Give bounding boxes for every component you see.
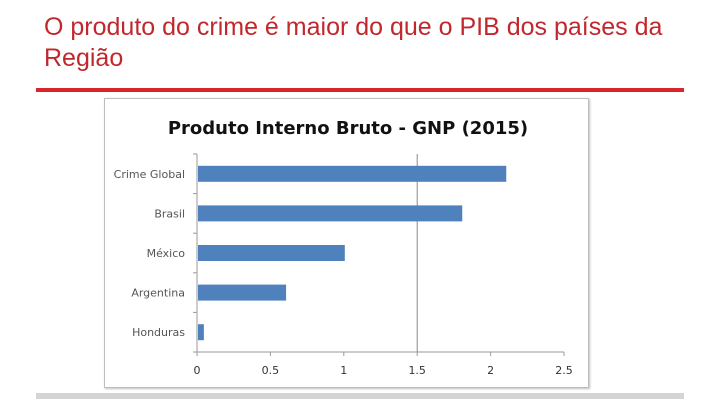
category-label: México [147,247,186,260]
category-label: Argentina [131,287,185,300]
chart-title: Produto Interno Bruto - GNP (2015) [168,118,528,139]
bar-brasil [198,205,463,222]
bar-argentina [198,284,287,301]
bar-honduras [198,324,204,341]
plot-area: Crime Global Brasil México Argentina Hondura… [114,153,573,377]
x-tick-label: 0 [194,364,201,377]
x-tick-label: 1 [340,364,347,377]
bar-méxico [198,245,345,261]
slide-title: O produto do crime é maior do que o PIB … [44,13,663,72]
x-tick-label: 2.5 [555,364,573,377]
x-tick-label: 2 [487,364,494,377]
category-label: Crime Global [114,168,185,181]
chart-frame: Produto Interno Bruto - GNP (2015) Crime… [104,98,589,388]
category-label: Brasil [154,207,185,220]
bar-crime-global [198,165,507,182]
gnp-bar-chart: Produto Interno Bruto - GNP (2015) Crime… [114,118,573,377]
x-tick-label: 1.5 [408,364,426,377]
bottom-strip [36,393,684,399]
title-rule [36,88,684,92]
x-tick-label: 0.5 [262,364,280,377]
category-label: Honduras [132,326,185,339]
